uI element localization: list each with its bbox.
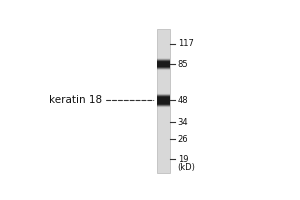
Text: 117: 117 xyxy=(178,39,194,48)
Text: 26: 26 xyxy=(178,135,188,144)
Text: 34: 34 xyxy=(178,118,188,127)
Text: 85: 85 xyxy=(178,60,188,69)
Text: (kD): (kD) xyxy=(178,163,196,172)
Text: keratin 18: keratin 18 xyxy=(50,95,103,105)
Text: 19: 19 xyxy=(178,155,188,164)
Text: 48: 48 xyxy=(178,96,188,105)
Bar xyxy=(157,29,170,173)
